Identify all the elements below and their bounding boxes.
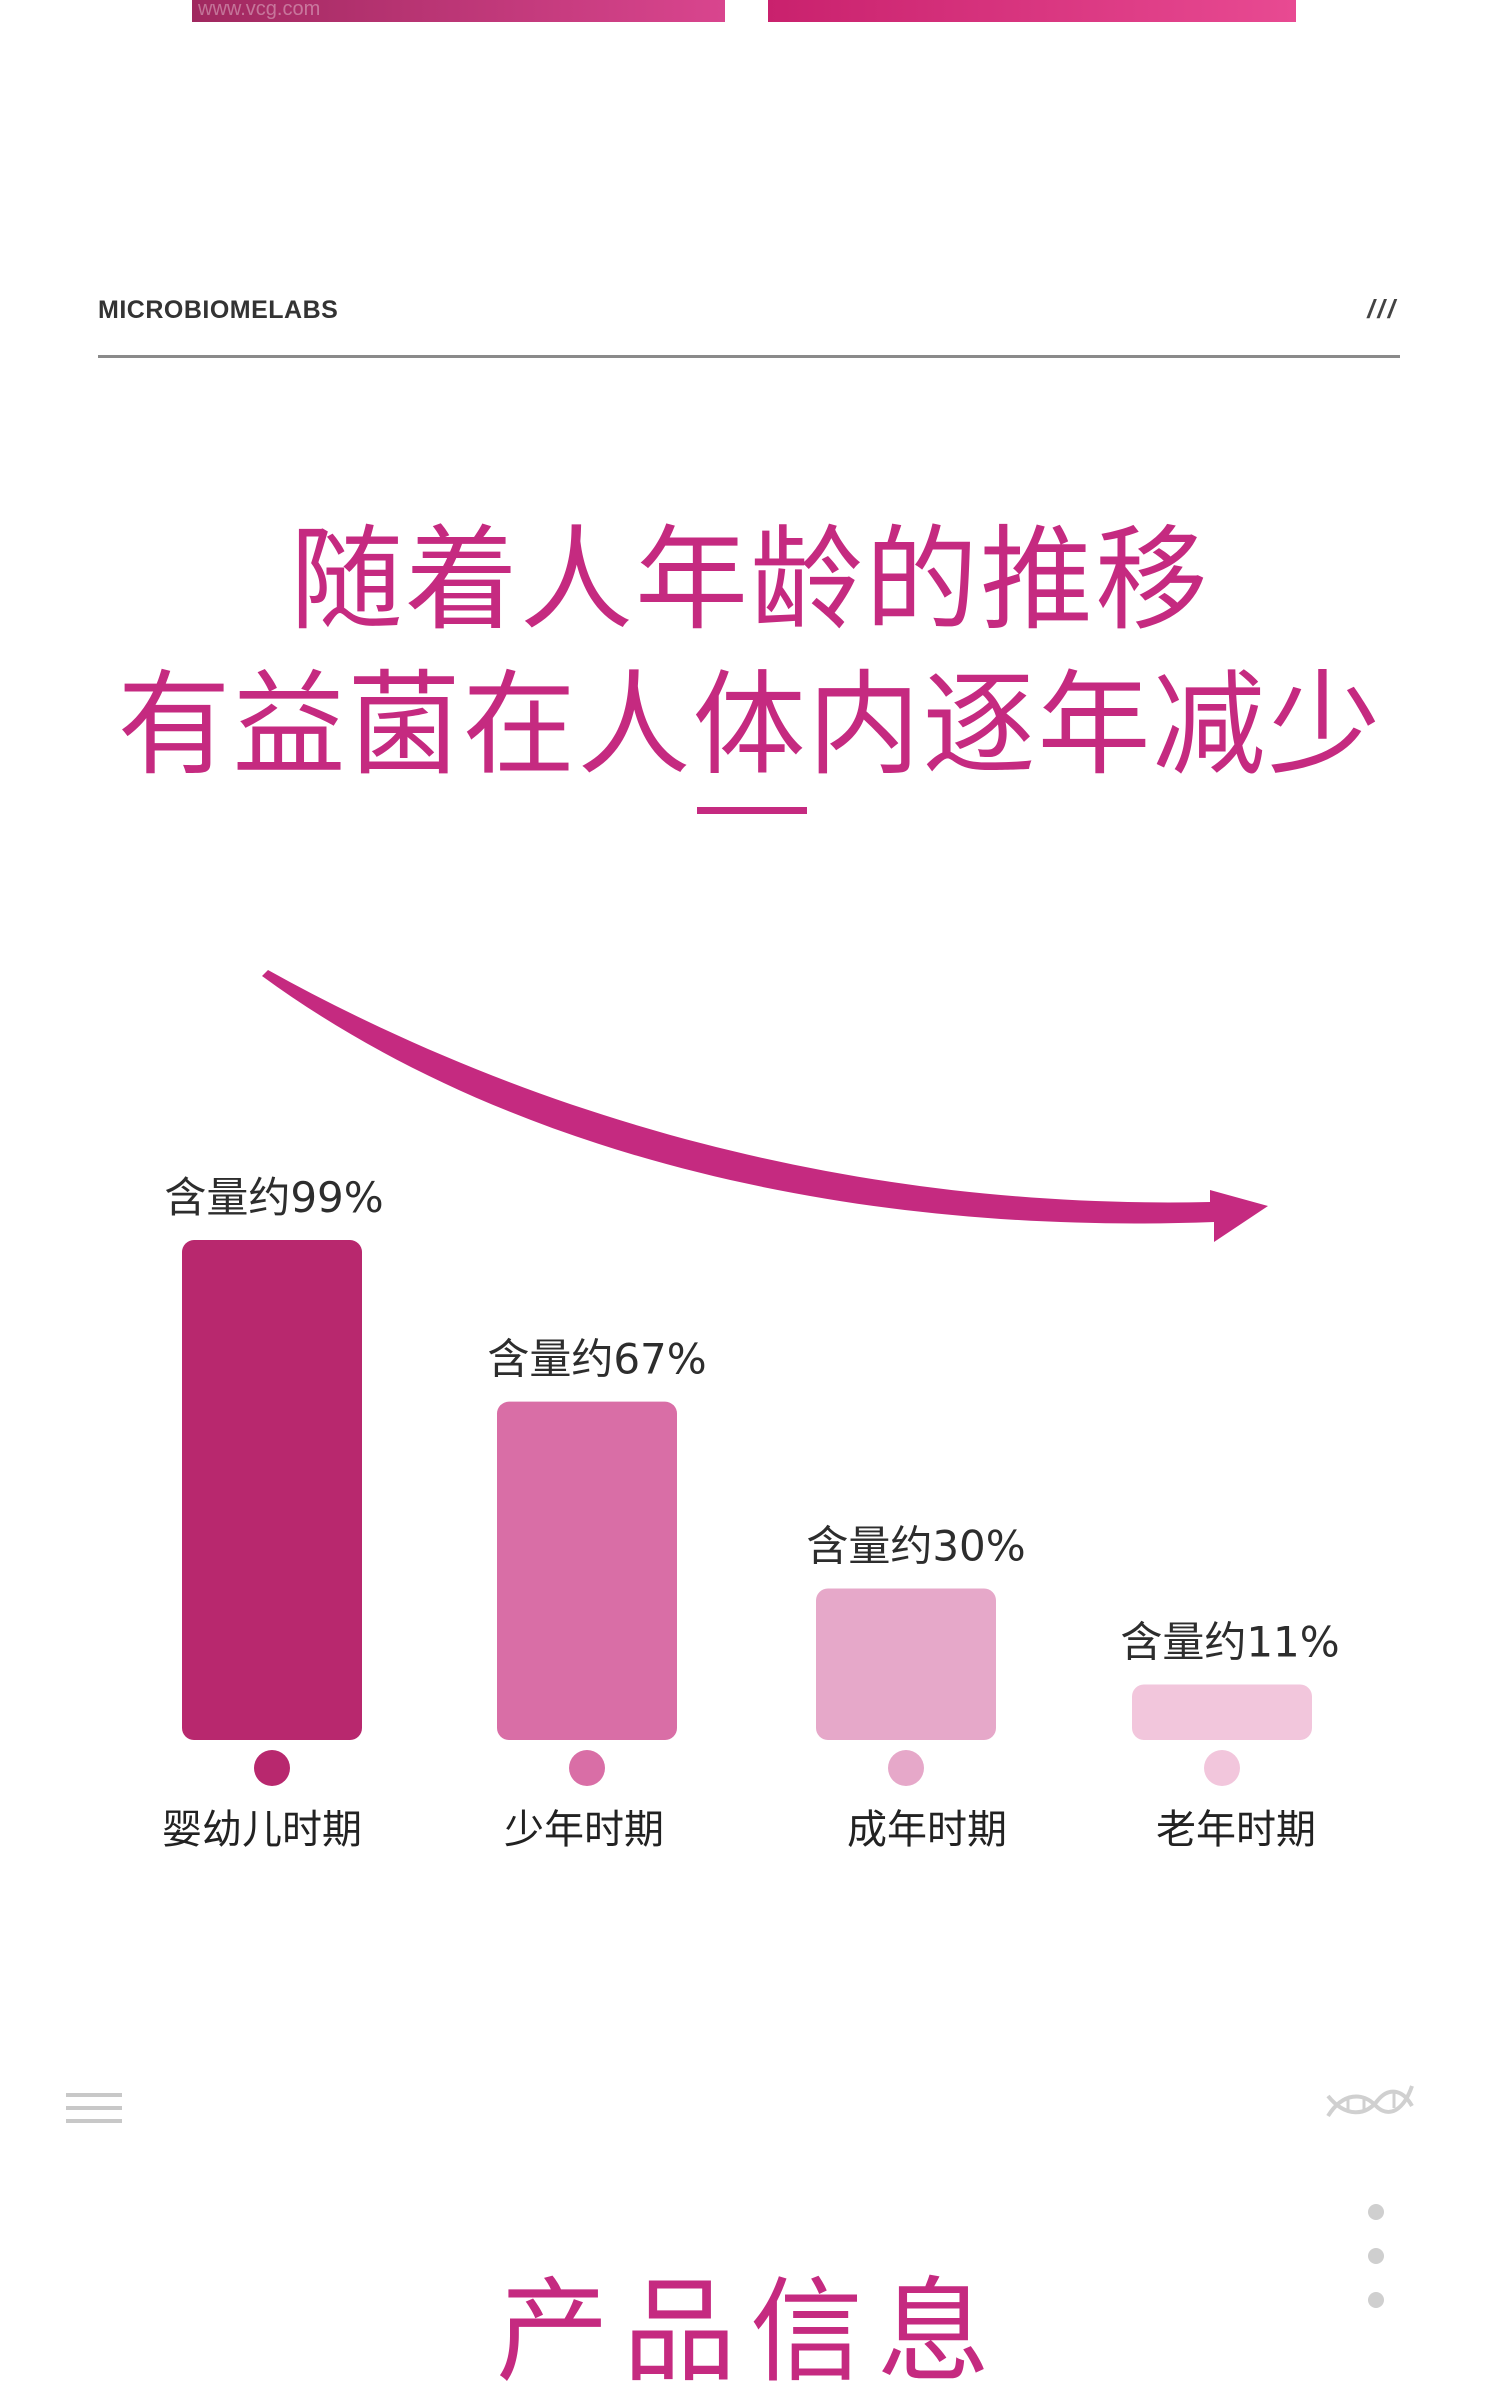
axis-dot-4 <box>1204 1750 1240 1786</box>
data-label-4: 含量约11% <box>1120 1617 1339 1666</box>
page-dot[interactable] <box>1368 2204 1384 2220</box>
headline-line-1: 随着人年龄的推移 <box>290 514 1210 646</box>
bar-1 <box>182 1240 362 1740</box>
axis-dot-3 <box>888 1750 924 1786</box>
next-section-title: 产品信息 <box>496 2266 1004 2398</box>
top-photo-left: www.vcg.com <box>192 0 725 22</box>
top-photo-right <box>768 0 1296 22</box>
axis-dot-2 <box>569 1750 605 1786</box>
bar-chart: 含量约99% 婴幼儿时期 含量约67% 少年时期 含量约30% 成年时期 含量约11% 老年时… <box>122 970 1352 1853</box>
watermark-text: www.vcg.com <box>198 0 321 20</box>
header-mark: /// <box>1367 294 1398 324</box>
x-tick-label-3: 成年时期 <box>847 1807 1007 1853</box>
bar-2 <box>497 1401 677 1740</box>
bar-4 <box>1132 1684 1312 1740</box>
page-indicator[interactable] <box>1368 2204 1384 2336</box>
page-dot[interactable] <box>1368 2292 1384 2308</box>
page-dot[interactable] <box>1368 2248 1384 2264</box>
brand-label: MICROBIOMELABS <box>98 296 339 324</box>
axis-dot-1 <box>254 1750 290 1786</box>
x-tick-label-1: 婴幼儿时期 <box>162 1807 362 1853</box>
title-accent-bar <box>697 807 807 814</box>
trend-arrow <box>262 970 1268 1242</box>
headline-line-2: 有益菌在人体内逐年减少 <box>117 659 1383 791</box>
bar-3 <box>816 1588 996 1740</box>
x-tick-label-4: 老年时期 <box>1156 1807 1316 1853</box>
x-tick-label-2: 少年时期 <box>504 1807 664 1853</box>
data-label-2: 含量约67% <box>487 1335 706 1384</box>
header-divider <box>98 355 1400 358</box>
data-label-3: 含量约30% <box>806 1522 1025 1571</box>
data-label-1: 含量约99% <box>164 1173 383 1222</box>
menu-icon[interactable] <box>66 2093 122 2133</box>
dna-icon <box>1326 2085 1414 2118</box>
